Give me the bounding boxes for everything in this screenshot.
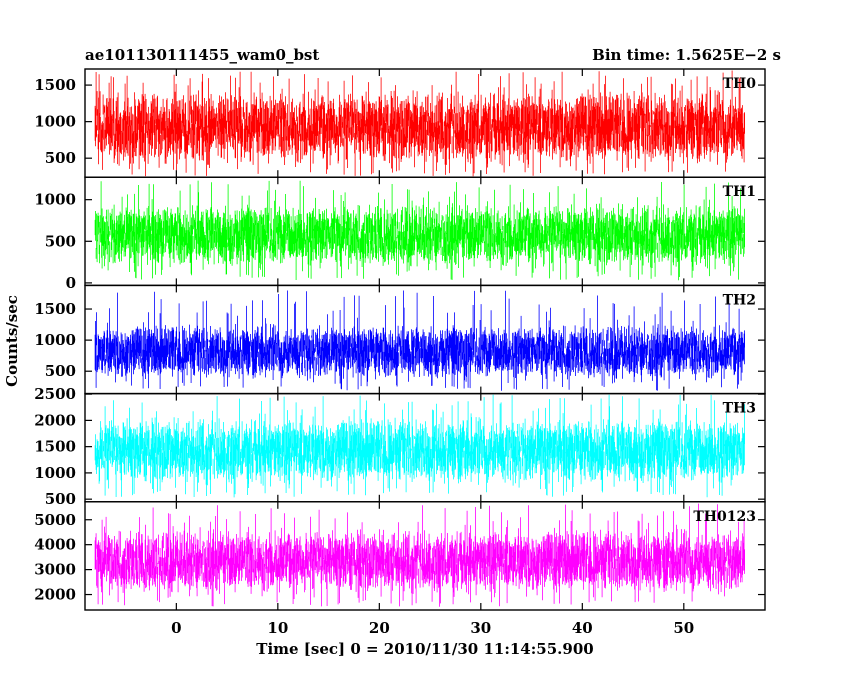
panel-th0123: 2000 3000 4000 5000 TH0123 (34, 501, 766, 611)
x-axis: 0 10 20 30 40 50 (171, 619, 694, 637)
y-axis-title: Counts/sec (3, 295, 21, 387)
y-tick-label: 5000 (34, 511, 76, 529)
y-tick-label: 1000 (34, 464, 76, 482)
y-tick-label: 0 (66, 274, 76, 292)
y-tick-label: 4000 (34, 536, 76, 554)
y-tick-label: 1000 (34, 331, 76, 349)
series-trace-th0 (94, 70, 745, 177)
bin-time-label: Bin time: 1.5625E−2 s (592, 46, 781, 64)
panel-th1: 0 500 1000 TH1 (34, 176, 766, 292)
series-trace-th3 (94, 394, 745, 498)
x-tick-label: 50 (673, 619, 694, 637)
panel-label-th0: TH0 (723, 76, 757, 92)
x-axis-title: Time [sec] 0 = 2010/11/30 11:14:55.900 (256, 640, 593, 658)
y-tick-label: 2500 (34, 385, 76, 403)
panel-frame (84, 501, 766, 611)
y-tick-label: 2000 (34, 586, 76, 604)
x-tick-label: 30 (470, 619, 491, 637)
y-tick-label: 1500 (34, 76, 76, 94)
y-tick-label: 1500 (34, 300, 76, 318)
y-tick-label: 1000 (34, 113, 76, 131)
panel-label-th2: TH2 (723, 292, 756, 308)
y-tick-label: 1000 (34, 191, 76, 209)
y-tick-label: 500 (45, 232, 76, 250)
y-tick-label: 3000 (34, 561, 76, 579)
x-tick-label: 40 (572, 619, 593, 637)
series-trace-th1 (94, 180, 745, 281)
x-tick-label: 0 (171, 619, 181, 637)
panel-label-th3: TH3 (723, 401, 756, 417)
x-tick-label: 20 (369, 619, 390, 637)
panel-label-th0123: TH0123 (693, 509, 756, 525)
figure-title: ae101130111455_wam0_bst (85, 46, 319, 64)
panel-label-th1: TH1 (723, 184, 756, 200)
x-tick-label: 10 (267, 619, 288, 637)
panel-th3: 500 1000 1500 2000 2500 TH3 (34, 385, 766, 508)
y-tick-label: 500 (45, 149, 76, 167)
y-tick-label: 500 (45, 362, 76, 380)
series-trace-th0123 (94, 503, 745, 607)
y-tick-label: 1500 (34, 438, 76, 456)
panel-th0: 500 1000 1500 TH0 (34, 68, 766, 178)
y-tick-label: 2000 (34, 411, 76, 429)
y-tick-label: 500 (45, 490, 76, 508)
panel-th2: 500 1000 1500 TH2 (34, 284, 766, 395)
series-trace-th2 (94, 290, 745, 391)
